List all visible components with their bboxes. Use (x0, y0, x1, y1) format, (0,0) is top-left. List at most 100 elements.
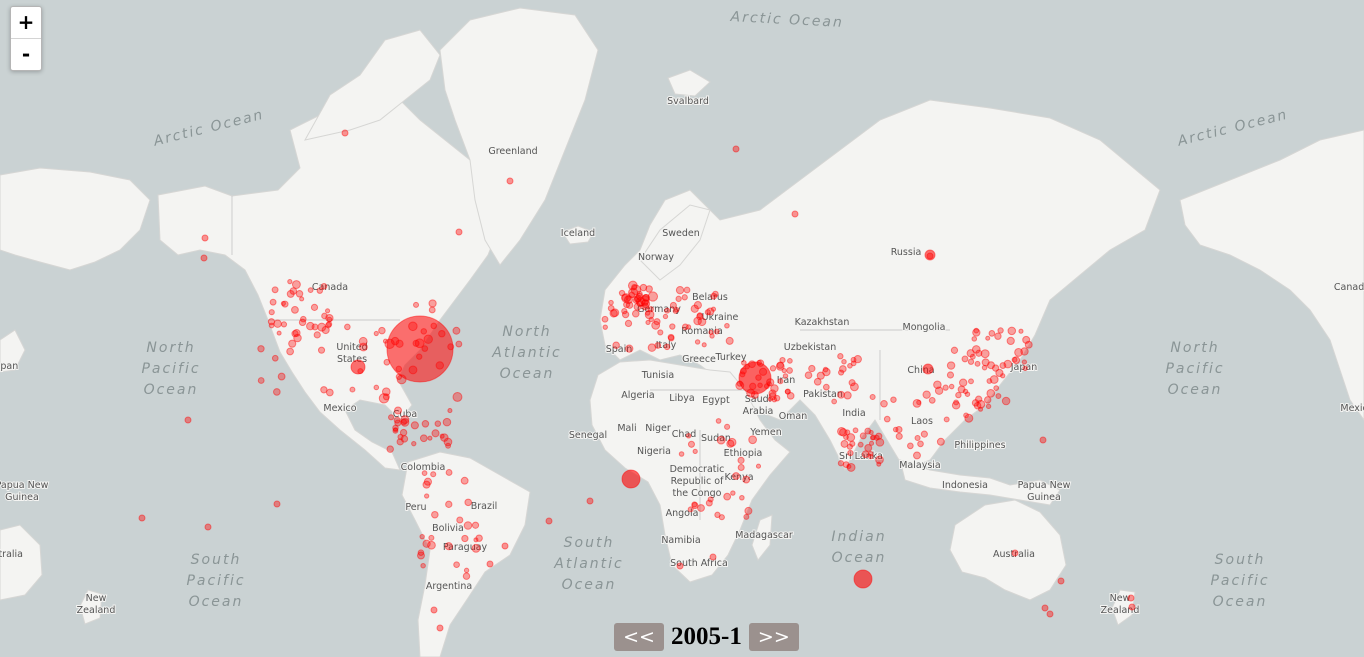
event-marker[interactable] (184, 416, 192, 424)
event-marker[interactable] (612, 341, 620, 349)
event-marker[interactable] (455, 228, 463, 236)
event-marker[interactable] (317, 346, 326, 354)
event-marker[interactable] (725, 336, 734, 345)
event-marker[interactable] (268, 309, 275, 316)
event-marker[interactable] (912, 398, 922, 408)
event-marker[interactable] (981, 364, 988, 371)
event-marker[interactable] (1020, 347, 1029, 356)
event-marker[interactable] (439, 433, 445, 439)
event-marker[interactable] (1127, 594, 1135, 602)
event-marker[interactable] (972, 328, 981, 337)
event-marker[interactable] (980, 349, 990, 359)
event-marker[interactable] (1011, 356, 1018, 363)
event-marker[interactable] (621, 293, 629, 302)
event-marker[interactable] (200, 254, 208, 262)
event-marker[interactable] (396, 438, 404, 446)
event-marker[interactable] (755, 463, 762, 469)
event-marker[interactable] (313, 331, 321, 339)
event-marker[interactable] (373, 384, 380, 391)
event-marker[interactable] (678, 451, 685, 457)
event-marker[interactable] (630, 284, 642, 296)
event-marker[interactable] (1022, 335, 1031, 344)
event-marker[interactable] (1046, 610, 1054, 618)
event-marker[interactable] (460, 476, 469, 485)
event-marker[interactable] (618, 289, 626, 297)
event-marker[interactable] (712, 290, 719, 298)
event-marker[interactable] (434, 420, 442, 427)
event-marker[interactable] (895, 425, 903, 434)
event-marker[interactable] (399, 428, 408, 437)
event-marker[interactable] (916, 399, 922, 405)
zoom-out-button[interactable]: - (11, 38, 41, 70)
event-marker[interactable] (1022, 365, 1028, 371)
event-marker[interactable] (924, 249, 936, 261)
event-marker[interactable] (625, 344, 634, 353)
event-marker[interactable] (445, 469, 453, 476)
event-marker[interactable] (869, 393, 876, 401)
event-marker[interactable] (1000, 373, 1006, 379)
event-marker[interactable] (971, 399, 980, 407)
event-marker[interactable] (868, 440, 875, 446)
event-marker[interactable] (291, 305, 299, 314)
event-marker[interactable] (726, 439, 735, 448)
event-marker[interactable] (625, 301, 634, 309)
event-marker[interactable] (846, 463, 852, 469)
event-marker[interactable] (442, 417, 452, 427)
event-marker[interactable] (486, 560, 494, 568)
event-marker[interactable] (959, 378, 968, 387)
event-marker[interactable] (685, 433, 692, 439)
event-marker[interactable] (291, 280, 301, 289)
event-marker[interactable] (1001, 396, 1011, 406)
event-marker[interactable] (635, 296, 646, 307)
event-marker[interactable] (846, 433, 856, 442)
event-marker[interactable] (730, 490, 736, 496)
event-marker[interactable] (326, 321, 333, 328)
event-marker[interactable] (321, 312, 328, 320)
event-marker[interactable] (341, 129, 349, 137)
event-marker[interactable] (781, 367, 787, 374)
event-marker[interactable] (857, 441, 864, 448)
event-marker[interactable] (388, 414, 395, 421)
previous-period-button[interactable]: << (614, 623, 664, 651)
event-marker[interactable] (710, 292, 718, 300)
event-marker[interactable] (705, 499, 713, 507)
event-marker[interactable] (868, 453, 874, 460)
event-marker[interactable] (633, 295, 641, 303)
event-marker[interactable] (639, 283, 648, 292)
event-marker[interactable] (298, 318, 307, 327)
event-marker[interactable] (966, 349, 975, 358)
event-marker[interactable] (386, 315, 454, 383)
event-marker[interactable] (707, 496, 714, 503)
event-marker[interactable] (864, 443, 873, 452)
event-marker[interactable] (840, 439, 849, 448)
event-marker[interactable] (316, 287, 324, 294)
event-marker[interactable] (601, 315, 609, 323)
event-marker[interactable] (704, 309, 711, 316)
event-marker[interactable] (267, 318, 276, 326)
event-marker[interactable] (981, 358, 990, 367)
event-marker[interactable] (822, 366, 829, 373)
event-marker[interactable] (768, 392, 777, 401)
event-marker[interactable] (358, 336, 368, 346)
event-marker[interactable] (813, 377, 822, 386)
event-marker[interactable] (709, 333, 715, 339)
event-marker[interactable] (300, 315, 307, 323)
event-marker[interactable] (691, 502, 699, 510)
event-marker[interactable] (769, 365, 777, 372)
event-marker[interactable] (647, 306, 654, 313)
event-marker[interactable] (853, 354, 862, 364)
event-marker[interactable] (985, 335, 991, 341)
event-marker[interactable] (378, 393, 390, 404)
event-marker[interactable] (683, 286, 691, 294)
event-marker[interactable] (955, 391, 962, 399)
event-marker[interactable] (946, 361, 956, 370)
zoom-in-button[interactable]: + (17, 10, 35, 34)
event-marker[interactable] (386, 445, 394, 453)
event-marker[interactable] (837, 390, 845, 399)
event-marker[interactable] (724, 322, 730, 329)
event-marker[interactable] (846, 463, 856, 472)
event-marker[interactable] (447, 408, 453, 414)
event-marker[interactable] (428, 306, 436, 314)
event-marker[interactable] (875, 437, 885, 447)
